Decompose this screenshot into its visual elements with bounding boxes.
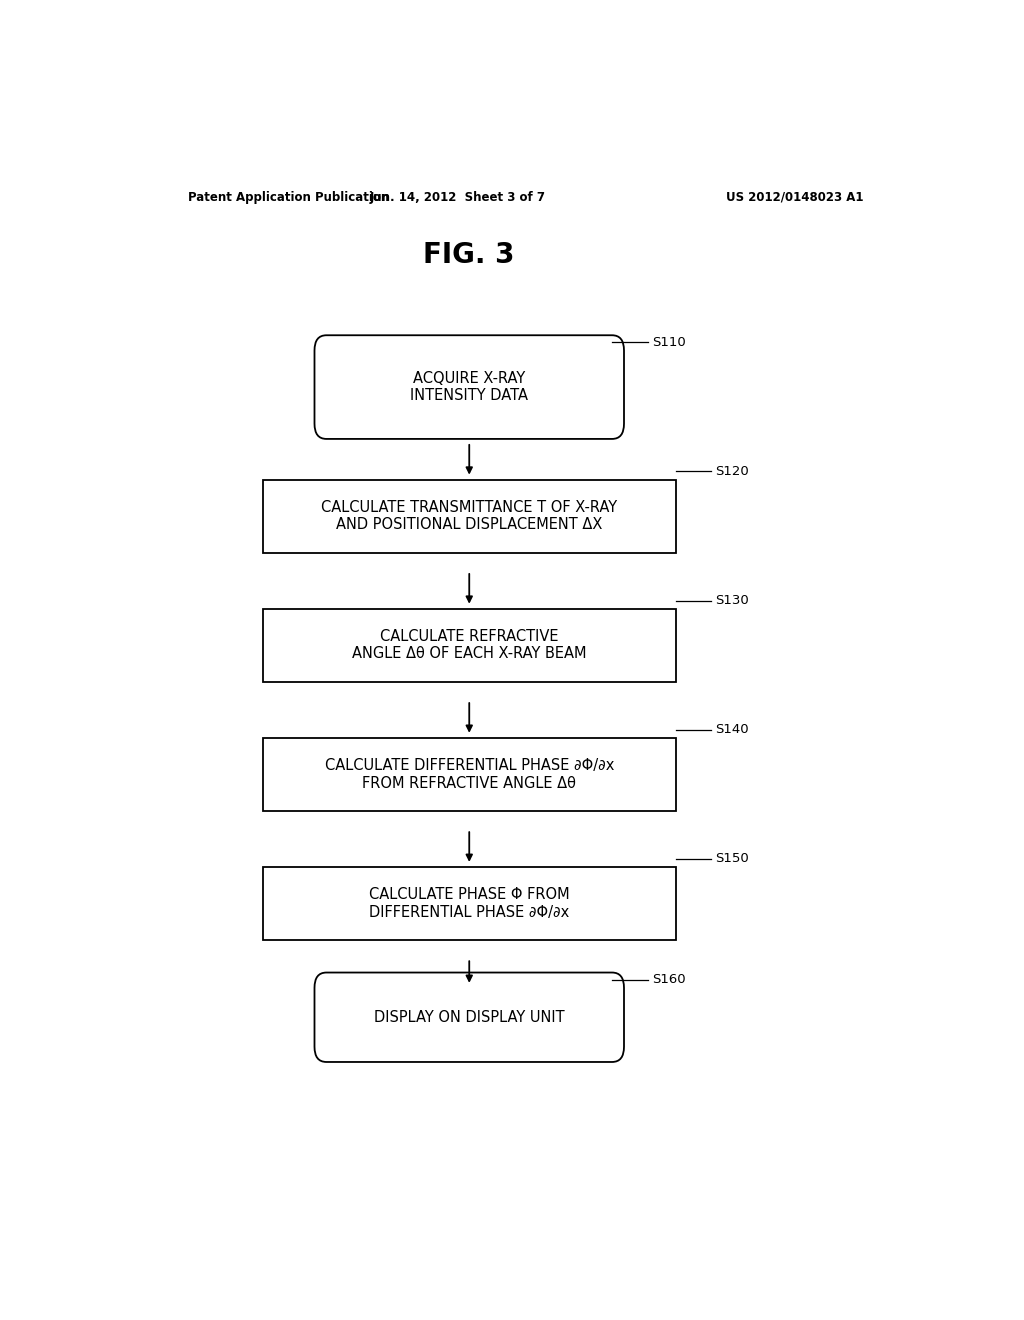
Text: CALCULATE DIFFERENTIAL PHASE ∂Φ/∂x
FROM REFRACTIVE ANGLE Δθ: CALCULATE DIFFERENTIAL PHASE ∂Φ/∂x FROM …	[325, 758, 614, 791]
Text: Jun. 14, 2012  Sheet 3 of 7: Jun. 14, 2012 Sheet 3 of 7	[370, 190, 546, 203]
FancyBboxPatch shape	[263, 867, 676, 940]
Text: ACQUIRE X-RAY
INTENSITY DATA: ACQUIRE X-RAY INTENSITY DATA	[411, 371, 528, 404]
Text: US 2012/0148023 A1: US 2012/0148023 A1	[726, 190, 863, 203]
FancyBboxPatch shape	[314, 973, 624, 1063]
Text: S150: S150	[715, 853, 749, 865]
Text: FIG. 3: FIG. 3	[424, 242, 515, 269]
FancyBboxPatch shape	[314, 335, 624, 440]
Text: S110: S110	[652, 335, 685, 348]
Text: Patent Application Publication: Patent Application Publication	[187, 190, 389, 203]
FancyBboxPatch shape	[263, 479, 676, 553]
Text: S120: S120	[715, 465, 749, 478]
Text: S160: S160	[652, 973, 685, 986]
Text: CALCULATE TRANSMITTANCE T OF X-RAY
AND POSITIONAL DISPLACEMENT ΔX: CALCULATE TRANSMITTANCE T OF X-RAY AND P…	[322, 500, 617, 532]
FancyBboxPatch shape	[263, 738, 676, 810]
Text: S140: S140	[715, 723, 749, 737]
Text: CALCULATE REFRACTIVE
ANGLE Δθ OF EACH X-RAY BEAM: CALCULATE REFRACTIVE ANGLE Δθ OF EACH X-…	[352, 630, 587, 661]
Text: DISPLAY ON DISPLAY UNIT: DISPLAY ON DISPLAY UNIT	[374, 1010, 564, 1024]
FancyBboxPatch shape	[263, 609, 676, 682]
Text: S130: S130	[715, 594, 749, 607]
Text: CALCULATE PHASE Φ FROM
DIFFERENTIAL PHASE ∂Φ/∂x: CALCULATE PHASE Φ FROM DIFFERENTIAL PHAS…	[369, 887, 569, 920]
